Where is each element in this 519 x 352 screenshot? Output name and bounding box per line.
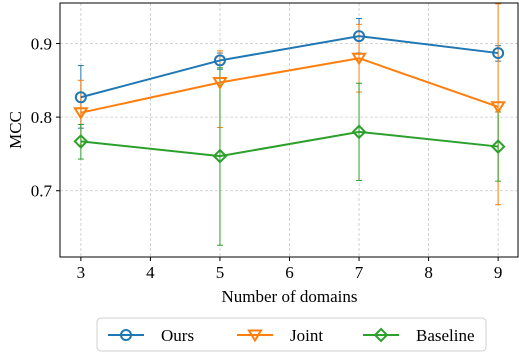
legend-baseline-marker bbox=[373, 327, 389, 343]
series-markers bbox=[73, 30, 506, 164]
ours-point bbox=[492, 47, 505, 60]
joint-line bbox=[80, 57, 499, 114]
baseline-point bbox=[212, 148, 228, 164]
legend-ours-marker bbox=[120, 329, 132, 341]
joint-point bbox=[212, 77, 228, 90]
legend-joint-marker bbox=[247, 329, 263, 343]
plot-frame bbox=[59, 2, 519, 258]
legend: Ours Joint Baseline bbox=[96, 317, 487, 352]
y-tick-label: 0.7 bbox=[31, 182, 53, 201]
legend-box bbox=[96, 317, 487, 352]
x-tick-label: 7 bbox=[355, 263, 364, 282]
x-tick-label: 4 bbox=[146, 263, 155, 282]
y-axis-ticks: 0.7 0.8 0.9 bbox=[31, 34, 60, 201]
y-tick-label: 0.9 bbox=[31, 34, 52, 53]
ours-point bbox=[353, 30, 366, 43]
series-lines bbox=[80, 35, 499, 158]
baseline-point bbox=[351, 124, 367, 140]
y-axis-label: MCC bbox=[6, 111, 25, 149]
baseline-point bbox=[73, 133, 89, 149]
legend-joint-label: Joint bbox=[290, 326, 323, 345]
baseline-point bbox=[490, 139, 506, 154]
x-axis-ticks: 3 4 5 6 7 8 9 bbox=[77, 257, 503, 282]
ours-point bbox=[74, 91, 87, 104]
x-tick-label: 6 bbox=[285, 263, 294, 282]
joint-point bbox=[73, 107, 89, 121]
ours-point bbox=[213, 54, 226, 67]
grid bbox=[60, 3, 519, 257]
legend-baseline-label: Baseline bbox=[416, 326, 475, 345]
y-tick-label: 0.8 bbox=[31, 108, 52, 127]
joint-point bbox=[490, 101, 506, 115]
x-tick-label: 3 bbox=[77, 263, 86, 282]
x-axis-label: Number of domains bbox=[222, 287, 358, 306]
x-tick-label: 9 bbox=[494, 263, 503, 282]
x-tick-label: 5 bbox=[216, 263, 225, 282]
joint-point bbox=[351, 52, 367, 66]
legend-ours-label: Ours bbox=[161, 326, 194, 345]
baseline-line bbox=[80, 130, 499, 158]
ours-line bbox=[80, 35, 499, 99]
x-tick-label: 8 bbox=[424, 263, 433, 282]
